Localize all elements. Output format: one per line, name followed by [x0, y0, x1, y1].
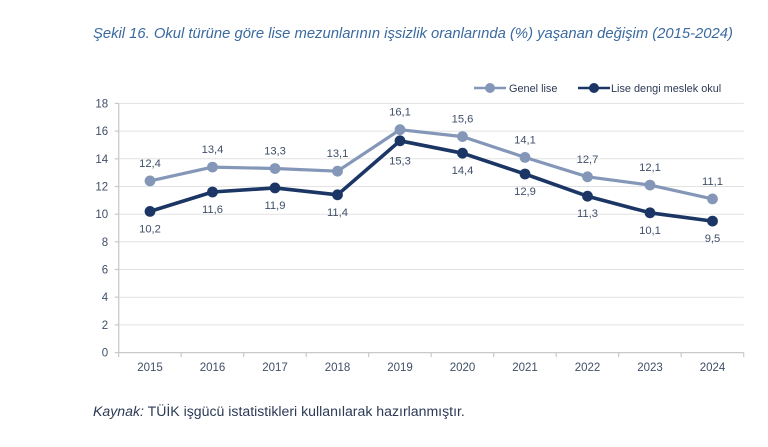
svg-text:2018: 2018 [325, 362, 351, 374]
svg-text:11,9: 11,9 [265, 200, 286, 212]
svg-text:16,1: 16,1 [389, 107, 411, 119]
svg-text:15,3: 15,3 [389, 156, 411, 168]
svg-text:2016: 2016 [200, 362, 226, 374]
svg-text:12: 12 [95, 182, 108, 194]
svg-text:2: 2 [102, 320, 108, 332]
svg-text:12,1: 12,1 [639, 162, 661, 174]
svg-text:2024: 2024 [700, 362, 726, 374]
svg-text:2019: 2019 [387, 362, 413, 374]
svg-text:2020: 2020 [450, 362, 476, 374]
svg-text:8: 8 [102, 237, 108, 249]
svg-text:14: 14 [95, 154, 108, 166]
svg-text:Lise dengi meslek okul: Lise dengi meslek okul [611, 83, 721, 95]
svg-text:10,1: 10,1 [639, 225, 661, 237]
svg-text:14,1: 14,1 [514, 134, 536, 146]
svg-text:11,1: 11,1 [702, 176, 723, 188]
svg-text:10: 10 [95, 209, 108, 221]
svg-text:12,9: 12,9 [514, 186, 536, 198]
svg-text:2022: 2022 [575, 362, 601, 374]
svg-text:10,2: 10,2 [139, 223, 161, 235]
svg-text:16: 16 [95, 126, 108, 138]
svg-text:2017: 2017 [262, 362, 288, 374]
svg-text:0: 0 [102, 348, 108, 360]
svg-text:11,6: 11,6 [202, 204, 223, 216]
svg-text:13,4: 13,4 [202, 144, 224, 156]
svg-text:18: 18 [95, 98, 108, 110]
svg-text:14,4: 14,4 [452, 165, 474, 177]
svg-text:2015: 2015 [137, 362, 163, 374]
svg-text:9,5: 9,5 [705, 233, 721, 245]
svg-text:11,3: 11,3 [577, 208, 598, 220]
svg-text:13,1: 13,1 [327, 148, 349, 160]
svg-text:12,4: 12,4 [139, 158, 161, 170]
svg-text:2023: 2023 [637, 362, 663, 374]
svg-text:2021: 2021 [512, 362, 538, 374]
svg-text:13,3: 13,3 [264, 146, 286, 158]
svg-text:12,7: 12,7 [577, 154, 599, 166]
svg-text:4: 4 [102, 292, 109, 304]
svg-text:11,4: 11,4 [327, 207, 348, 219]
svg-text:15,6: 15,6 [452, 114, 474, 126]
svg-text:6: 6 [102, 265, 108, 277]
svg-text:Genel lise: Genel lise [509, 83, 557, 95]
